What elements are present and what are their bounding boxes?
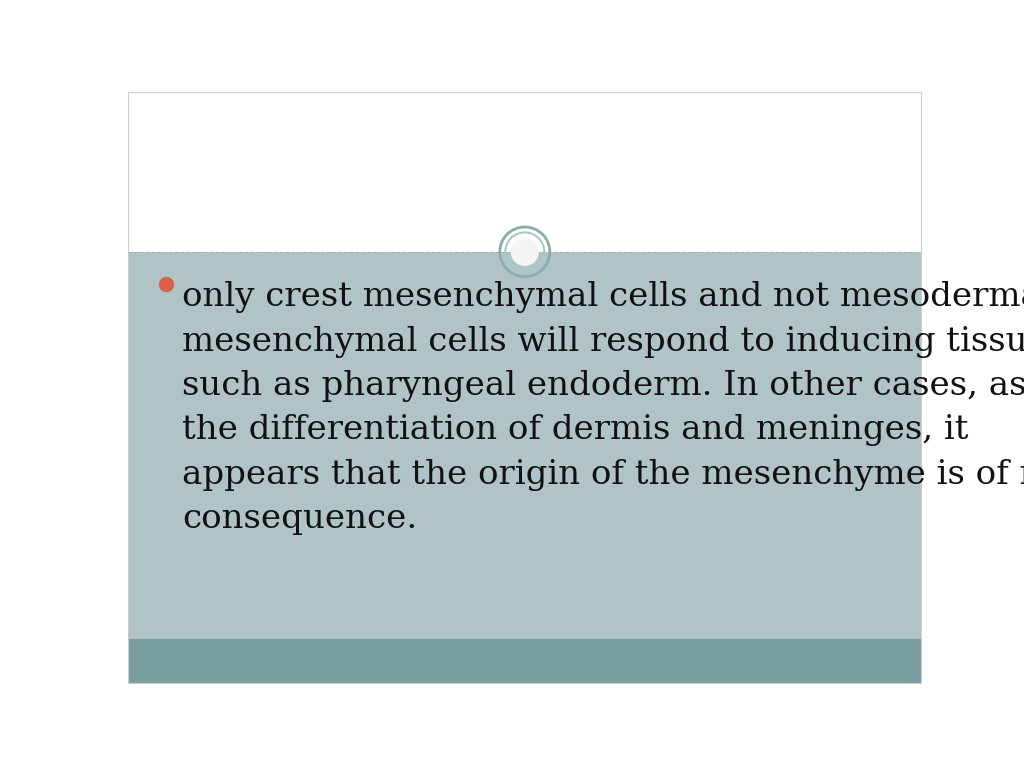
Bar xyxy=(128,252,922,639)
Text: the differentiation of dermis and meninges, it: the differentiation of dermis and mening… xyxy=(182,415,969,446)
Text: only crest mesenchymal cells and not mesodermal: only crest mesenchymal cells and not mes… xyxy=(182,281,1024,313)
Text: consequence.: consequence. xyxy=(182,503,417,535)
Text: appears that the origin of the mesenchyme is of no: appears that the origin of the mesenchym… xyxy=(182,458,1024,491)
Bar xyxy=(128,639,922,684)
Text: mesenchymal cells will respond to inducing tissues: mesenchymal cells will respond to induci… xyxy=(182,326,1024,358)
Point xyxy=(158,278,174,290)
Bar xyxy=(128,92,922,252)
Ellipse shape xyxy=(511,238,539,266)
Text: such as pharyngeal endoderm. In other cases, as in: such as pharyngeal endoderm. In other ca… xyxy=(182,370,1024,402)
